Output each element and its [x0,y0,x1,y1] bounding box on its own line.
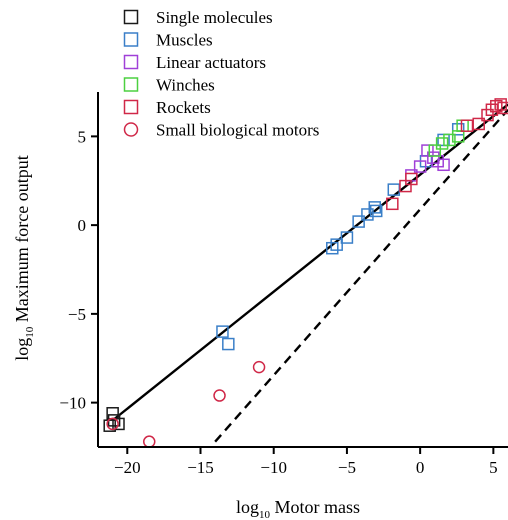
legend-marker-muscles [123,32,139,47]
point-muscles [216,325,229,338]
point-winches [435,137,449,150]
legend: Single molecules Muscles Linear actuators W… [123,8,319,140]
y-tick-label: 5 [78,127,87,146]
x-tick-label: −5 [338,458,356,477]
legend-marker-small-biological-motors [123,122,139,137]
y-tick-label: −5 [68,305,86,324]
y-tick-label: −10 [59,394,86,413]
legend-marker-rockets [123,99,139,115]
y-axis-label-text: Maximum force output [12,155,32,326]
point-muscles [330,238,343,251]
x-axis-label-text: Motor mass [270,497,360,517]
x-tick-label: 5 [489,458,498,477]
dashed-fit-line [214,108,508,443]
point-linear-actuators [437,158,450,172]
point-rockets [494,98,507,111]
point-winches [456,119,469,132]
legend-marker-linear-actuators [123,54,139,70]
y-axis-label: log10 Maximum force output [12,155,36,360]
x-tick-label: −15 [187,458,214,477]
y-tick-label: 0 [78,216,87,235]
point-rockets [405,172,418,186]
x-axis-label-subscript: 10 [259,509,271,520]
fit-lines [111,103,508,443]
point-winches [443,133,456,147]
axes [97,92,508,448]
x-tick-label: −10 [260,458,287,477]
point-muscles [326,241,339,255]
point-rockets [490,99,503,113]
legend-marker-winches [123,77,139,92]
y-axis-label-prefix: log [12,338,32,361]
legend-label-rockets: Rockets [156,98,211,117]
ticks: −20 −15 −10 −5 0 5 −10 −5 0 5 [59,127,497,477]
point-muscles [352,215,365,228]
point-rockets [472,117,485,131]
solid-fit-line [111,103,508,422]
legend-label-winches: Winches [156,76,215,95]
point-muscles [369,204,383,218]
point-rockets [386,197,399,211]
x-tick-label: −20 [114,458,141,477]
legend-marker-single-molecules [123,9,139,25]
point-small-biological-motors [106,417,119,431]
x-tick-label: 0 [416,458,425,477]
x-axis-label: log10 Motor mass [236,497,360,520]
point-muscles [361,208,374,221]
point-winches [428,144,442,157]
point-single-molecules [112,417,125,431]
point-rockets [497,101,508,115]
point-small-biological-motors [143,435,156,447]
legend-label-single-molecules: Single molecules [156,8,273,27]
legend-label-linear-actuators: Linear actuators [156,53,266,72]
point-muscles [368,201,381,214]
x-axis-label-prefix: log [236,497,259,517]
y-axis-label-subscript: 10 [24,326,36,338]
point-muscles [340,231,354,244]
point-muscles [451,123,465,136]
point-small-biological-motors [213,389,226,402]
legend-label-small-biological-motors: Small biological motors [156,121,319,140]
data-points [103,98,508,447]
point-small-biological-motors [252,360,266,374]
point-linear-actuators [427,151,440,164]
point-muscles [222,337,235,351]
point-linear-actuators [413,160,427,173]
legend-label-muscles: Muscles [156,31,213,50]
